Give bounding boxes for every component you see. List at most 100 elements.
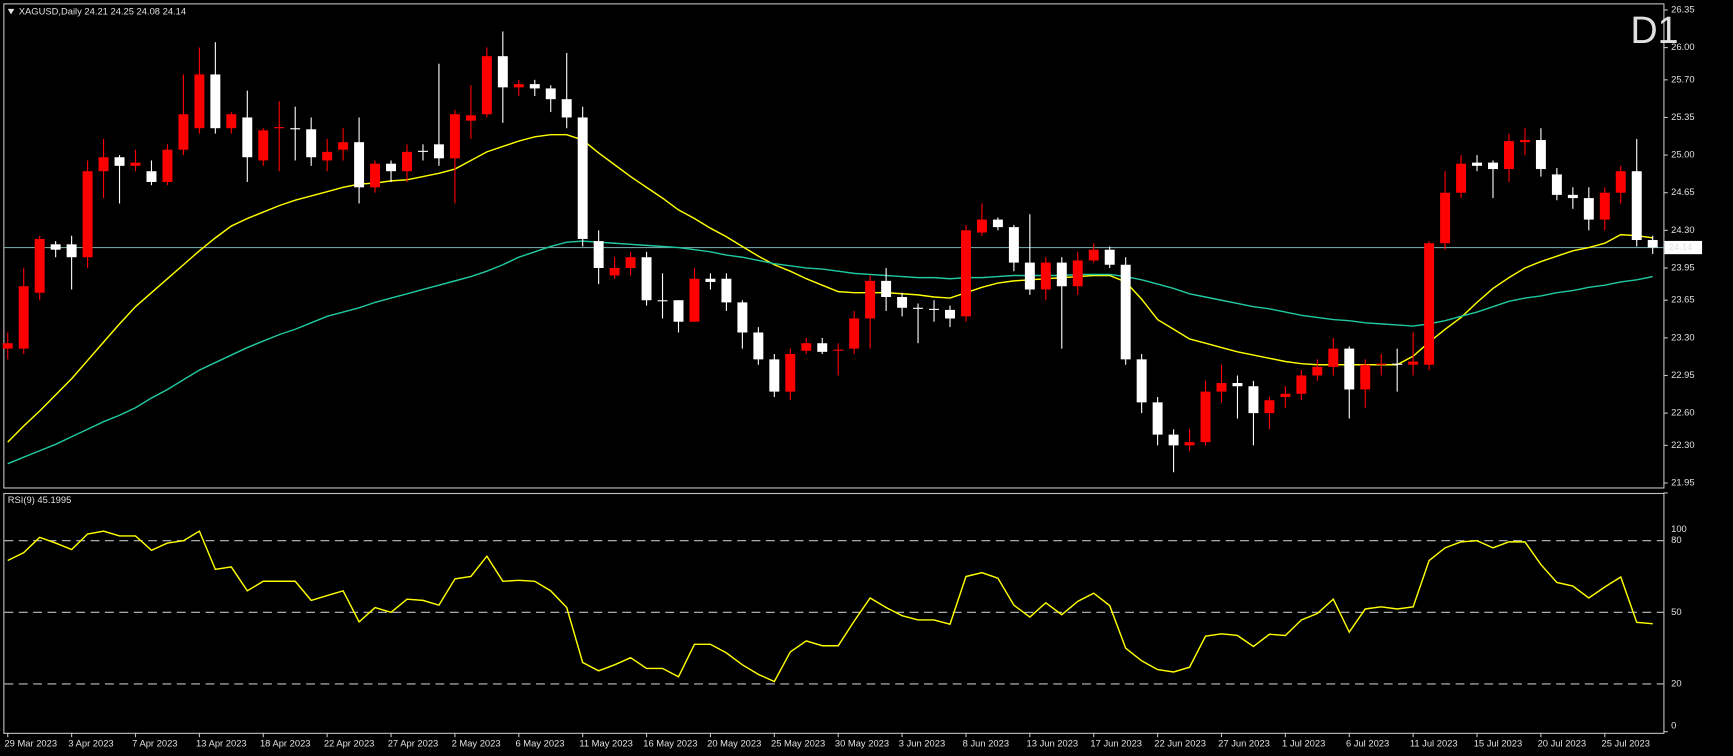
candle-body — [2, 343, 13, 349]
rsi-title: RSI(9) 45.1995 — [8, 494, 72, 505]
candle-body — [114, 157, 125, 166]
candle-body — [897, 297, 908, 308]
candle-body — [929, 308, 940, 310]
candle-body — [1104, 249, 1115, 265]
rsi-panel — [3, 492, 1665, 734]
y-tick-label: 26.35 — [1671, 3, 1694, 14]
x-tick-label: 15 Jul 2023 — [1474, 737, 1522, 748]
candle-body — [465, 115, 476, 121]
x-tick-label: 17 Jun 2023 — [1090, 737, 1142, 748]
candle-body — [433, 144, 444, 159]
candle-body — [1120, 264, 1131, 360]
x-tick-label: 13 Apr 2023 — [196, 737, 247, 748]
moving-average — [7, 240, 1653, 465]
candle-body — [881, 280, 892, 298]
x-tick-label: 20 May 2023 — [707, 737, 761, 748]
candle-body — [1152, 402, 1163, 435]
candle-body — [290, 128, 301, 130]
candle-body — [609, 267, 620, 276]
current-price-box — [1664, 240, 1703, 255]
menu-icon[interactable] — [7, 8, 15, 15]
x-tick-label: 11 May 2023 — [579, 737, 633, 748]
candle-body — [657, 300, 668, 302]
candle-body — [785, 353, 796, 392]
candle-body — [545, 88, 556, 100]
y-tick-label: 23.65 — [1671, 294, 1694, 305]
candle-body — [417, 150, 428, 152]
y-tick-label: 80 — [1671, 534, 1681, 545]
x-tick-label: 20 Jul 2023 — [1538, 737, 1586, 748]
candle-body — [1200, 391, 1211, 443]
y-tick-label: 22.60 — [1671, 407, 1694, 418]
candle-body — [1168, 434, 1179, 446]
candle-body — [1008, 227, 1019, 263]
candle-body — [210, 74, 221, 129]
candle-body — [130, 162, 141, 166]
y-tick-label: 22.30 — [1671, 439, 1694, 450]
candle-body — [50, 244, 61, 250]
candle-body — [1280, 393, 1291, 397]
candle-body — [913, 307, 924, 309]
y-tick-label: 23.95 — [1671, 261, 1694, 272]
candle-body — [449, 114, 460, 159]
candle-body — [1312, 366, 1323, 376]
candle-body — [162, 149, 173, 182]
candle-body — [1408, 361, 1419, 365]
candle-body — [833, 349, 844, 351]
candle-body — [1647, 240, 1658, 248]
candle-body — [306, 129, 317, 158]
candle-body — [753, 332, 764, 360]
candle-body — [801, 343, 812, 351]
x-tick-label: 30 May 2023 — [835, 737, 889, 748]
candle-body — [625, 257, 636, 268]
candle-body — [945, 309, 955, 319]
candle-body — [1488, 162, 1498, 170]
candle-body — [82, 171, 93, 258]
x-tick-label: 25 May 2023 — [771, 737, 825, 748]
candle-body — [1264, 400, 1275, 414]
candle-body — [370, 163, 381, 188]
x-tick-label: 2 May 2023 — [452, 737, 501, 748]
candle-body — [1519, 140, 1530, 143]
candle-body — [641, 257, 652, 301]
candle-body — [242, 117, 253, 158]
candle-body — [513, 84, 524, 88]
candle-body — [98, 157, 109, 172]
candle-body — [721, 278, 732, 303]
x-tick-label: 16 May 2023 — [643, 737, 697, 748]
x-tick-label: 7 Apr 2023 — [132, 737, 177, 748]
candle-body — [1535, 140, 1546, 170]
y-tick-label: 0 — [1671, 720, 1676, 731]
candle-body — [561, 99, 572, 118]
x-tick-label: 22 Jun 2023 — [1154, 737, 1206, 748]
candle-body — [1296, 375, 1307, 394]
x-tick-label: 11 Jul 2023 — [1410, 737, 1458, 748]
candle-body — [497, 56, 508, 88]
candle-body — [1184, 442, 1195, 446]
x-tick-label: 27 Apr 2023 — [388, 737, 439, 748]
candle-body — [1024, 262, 1035, 290]
candle-body — [1088, 249, 1099, 261]
candle-body — [274, 127, 285, 129]
candle-body — [18, 286, 29, 349]
candle-body — [1583, 198, 1594, 220]
candle-body — [1456, 163, 1467, 193]
x-tick-label: 1 Jul 2023 — [1282, 737, 1325, 748]
candle-body — [1503, 141, 1514, 170]
candle-body — [178, 114, 189, 150]
candle-body — [481, 56, 492, 115]
candle-body — [960, 230, 971, 317]
y-tick-label: 22.95 — [1671, 369, 1694, 380]
candle-body — [1631, 171, 1642, 241]
x-tick-label: 25 Jul 2023 — [1601, 737, 1649, 748]
y-tick-label: 100 — [1671, 523, 1687, 534]
candle-body — [1567, 194, 1578, 199]
candle-body — [1056, 262, 1067, 287]
candle-body — [1472, 162, 1483, 166]
candle-body — [769, 359, 780, 392]
y-tick-label: 21.95 — [1671, 476, 1694, 487]
candle-body — [338, 142, 349, 150]
candle-body — [1344, 348, 1355, 390]
